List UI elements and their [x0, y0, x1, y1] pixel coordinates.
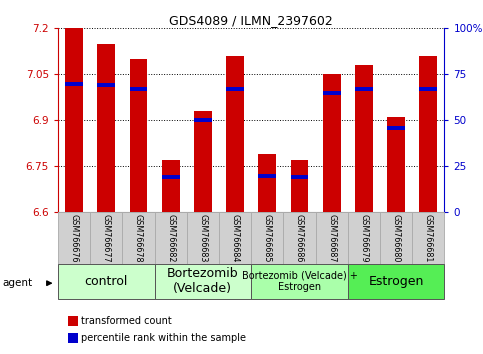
- Text: control: control: [85, 275, 128, 288]
- Bar: [315, 212, 348, 264]
- Bar: [98, 44, 115, 212]
- Text: GSM766686: GSM766686: [295, 214, 304, 262]
- Text: transformed count: transformed count: [81, 316, 171, 326]
- Text: GSM766684: GSM766684: [230, 214, 240, 262]
- Bar: [291, 160, 308, 212]
- Bar: [284, 212, 315, 264]
- Title: GDS4089 / ILMN_2397602: GDS4089 / ILMN_2397602: [169, 14, 333, 27]
- Bar: [129, 59, 147, 212]
- Text: Bortezomib
(Velcade): Bortezomib (Velcade): [167, 267, 239, 296]
- Bar: [251, 212, 284, 264]
- Bar: [355, 65, 373, 212]
- Text: GSM766682: GSM766682: [166, 214, 175, 262]
- Bar: [90, 212, 122, 264]
- Bar: [226, 56, 244, 212]
- Bar: [65, 28, 83, 212]
- Text: percentile rank within the sample: percentile rank within the sample: [81, 333, 246, 343]
- Text: GSM766679: GSM766679: [359, 214, 369, 262]
- Bar: [226, 87, 244, 91]
- Bar: [129, 87, 147, 91]
- Bar: [380, 212, 412, 264]
- Bar: [355, 87, 373, 91]
- Bar: [387, 126, 405, 130]
- Bar: [58, 264, 155, 299]
- Bar: [187, 212, 219, 264]
- Bar: [348, 264, 444, 299]
- Bar: [323, 74, 341, 212]
- Bar: [258, 173, 276, 178]
- Bar: [194, 118, 212, 122]
- Bar: [387, 117, 405, 212]
- Bar: [419, 56, 437, 212]
- Bar: [122, 212, 155, 264]
- Bar: [412, 212, 444, 264]
- Bar: [155, 264, 251, 299]
- Bar: [58, 212, 90, 264]
- Bar: [65, 81, 83, 86]
- Bar: [98, 84, 115, 87]
- Text: GSM766678: GSM766678: [134, 214, 143, 262]
- Text: agent: agent: [2, 278, 32, 288]
- Text: GSM766685: GSM766685: [263, 214, 272, 262]
- Bar: [162, 176, 180, 179]
- Bar: [258, 154, 276, 212]
- Bar: [162, 160, 180, 212]
- Bar: [291, 176, 308, 179]
- Text: Estrogen: Estrogen: [369, 275, 424, 288]
- Text: GSM766683: GSM766683: [199, 214, 207, 262]
- Text: GSM766687: GSM766687: [327, 214, 336, 262]
- Text: Bortezomib (Velcade) +
Estrogen: Bortezomib (Velcade) + Estrogen: [242, 270, 357, 292]
- Bar: [348, 212, 380, 264]
- Text: GSM766681: GSM766681: [424, 214, 433, 262]
- Bar: [219, 212, 251, 264]
- Text: GSM766680: GSM766680: [392, 214, 400, 262]
- Bar: [323, 91, 341, 95]
- Bar: [251, 264, 348, 299]
- Text: GSM766677: GSM766677: [102, 214, 111, 262]
- Bar: [419, 87, 437, 91]
- Bar: [155, 212, 187, 264]
- Text: GSM766676: GSM766676: [70, 214, 79, 262]
- Bar: [194, 111, 212, 212]
